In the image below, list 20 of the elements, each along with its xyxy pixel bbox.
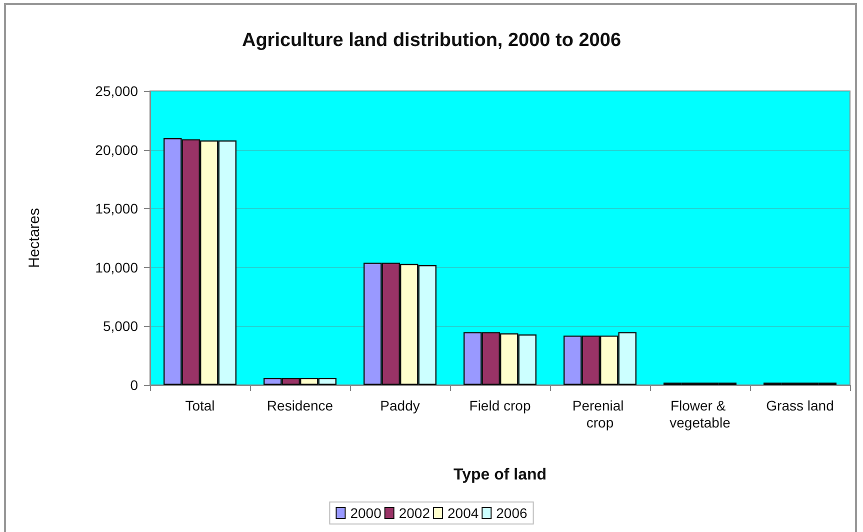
x-tick-label: Flower & vegetable: [670, 398, 731, 430]
x-tick-label: Field crop: [469, 398, 531, 414]
legend-label: 2002: [398, 505, 430, 521]
x-axis-title: Type of land: [453, 466, 547, 484]
x-tick-label: Total: [185, 398, 215, 414]
x-tick-label: Paddy: [380, 398, 420, 414]
y-tick-label: 10,000: [95, 259, 138, 276]
x-tick-label: Grass land: [766, 398, 834, 414]
chart-title: Agriculture land distribution, 2000 to 2006: [242, 30, 622, 51]
y-axis-title: Hectares: [26, 208, 43, 268]
legend-label: 2000: [350, 505, 382, 521]
legend-label: 2004: [448, 505, 479, 521]
y-tick-label: 5,000: [102, 318, 138, 334]
y-tick-label: 0: [130, 377, 138, 393]
x-tick-label: Residence: [266, 398, 334, 414]
legend-label: 2006: [496, 505, 528, 521]
y-tick-label: 25,000: [95, 83, 138, 99]
x-tick-label: Perenial crop: [572, 398, 628, 430]
y-tick-label: 20,000: [95, 142, 138, 158]
y-tick-label: 15,000: [95, 200, 138, 217]
